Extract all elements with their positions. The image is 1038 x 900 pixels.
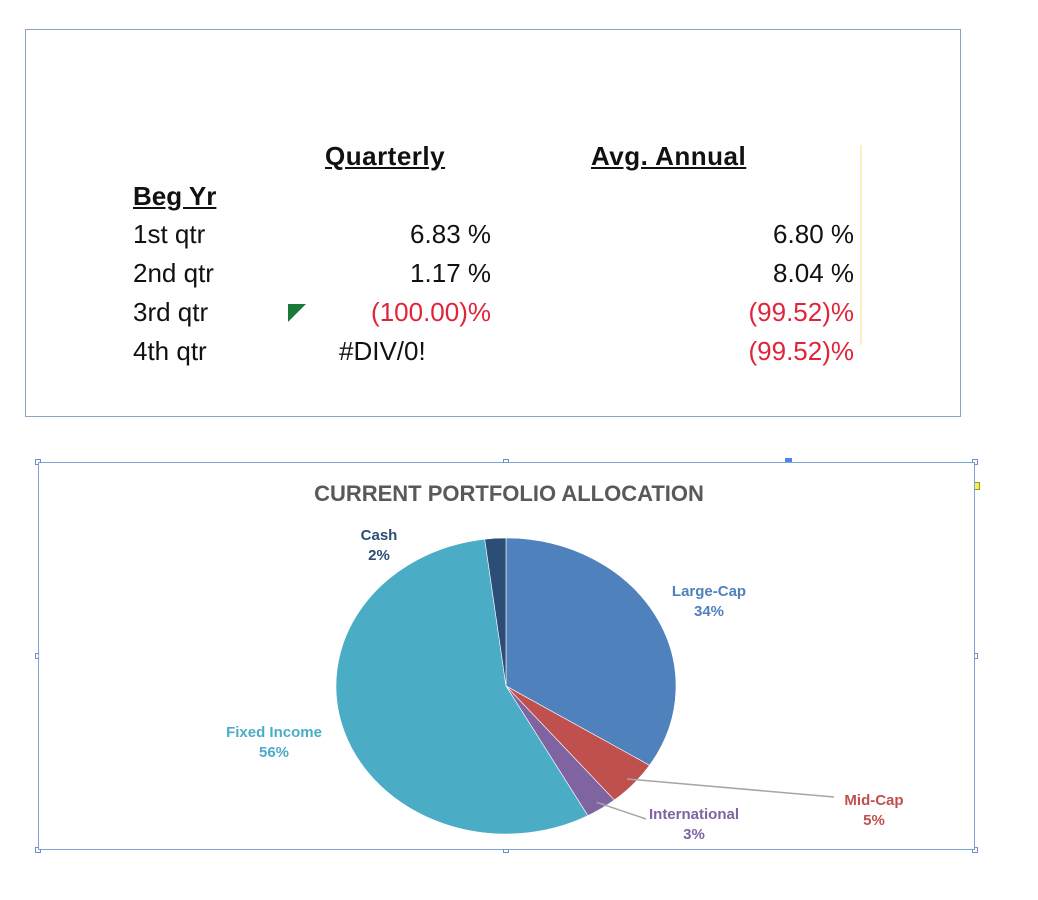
- row-label-1st-qtr: 1st qtr: [133, 219, 206, 249]
- avg-annual-header: Avg. Annual: [591, 141, 747, 171]
- annual-value-4th-qtr: (99.52)%: [748, 336, 855, 366]
- data-label-category: Fixed Income: [226, 724, 322, 741]
- resize-handle-bottom-right[interactable]: [972, 847, 978, 853]
- data-label-percent: 56%: [259, 744, 289, 761]
- portfolio-allocation-chart[interactable]: CURRENT PORTFOLIO ALLOCATION Large-Cap 34…: [38, 462, 975, 850]
- quarterly-value-2nd-qtr: 1.17 %: [410, 258, 491, 288]
- pie-slice-fixed-income[interactable]: [335, 538, 589, 835]
- quarterly-header: Quarterly: [325, 141, 446, 171]
- annual-value-2nd-qtr: 8.04 %: [773, 258, 854, 288]
- returns-table-panel: Quarterly Avg. Annual Beg Yr 1st qtr 6.8…: [25, 29, 961, 417]
- data-label-percent: 5%: [863, 812, 885, 829]
- data-label-percent: 2%: [368, 547, 390, 564]
- pie-chart-svg: CURRENT PORTFOLIO ALLOCATION Large-Cap 34…: [226, 481, 904, 843]
- leader-line-mid-cap: [627, 778, 835, 798]
- data-label-category: International: [649, 806, 739, 823]
- pie-slice-cash[interactable]: [484, 537, 507, 687]
- quarterly-value-3rd-qtr: (100.00)%: [371, 297, 491, 327]
- annual-value-1st-qtr: 6.80 %: [773, 219, 854, 249]
- row-label-4th-qtr: 4th qtr: [133, 336, 207, 366]
- data-label-category: Mid-Cap: [844, 792, 903, 809]
- leader-line-international: [596, 801, 647, 820]
- quarterly-value-1st-qtr: 6.83 %: [410, 219, 491, 249]
- row-label-3rd-qtr: 3rd qtr: [133, 297, 209, 327]
- data-label-category: Large-Cap: [672, 583, 746, 600]
- data-label-percent: 34%: [694, 603, 724, 620]
- chart-title: CURRENT PORTFOLIO ALLOCATION: [314, 481, 704, 506]
- annual-value-3rd-qtr: (99.52)%: [748, 297, 855, 327]
- data-label-percent: 3%: [683, 826, 705, 843]
- cell-border-highlight: [860, 145, 862, 345]
- data-label-category: Cash: [361, 527, 398, 544]
- row-label-2nd-qtr: 2nd qtr: [133, 258, 214, 288]
- quarterly-value-4th-qtr: #DIV/0!: [339, 336, 426, 366]
- pie-slice-large-cap[interactable]: [505, 537, 677, 766]
- error-indicator-icon[interactable]: [288, 304, 306, 322]
- beg-yr-label: Beg Yr: [133, 181, 217, 211]
